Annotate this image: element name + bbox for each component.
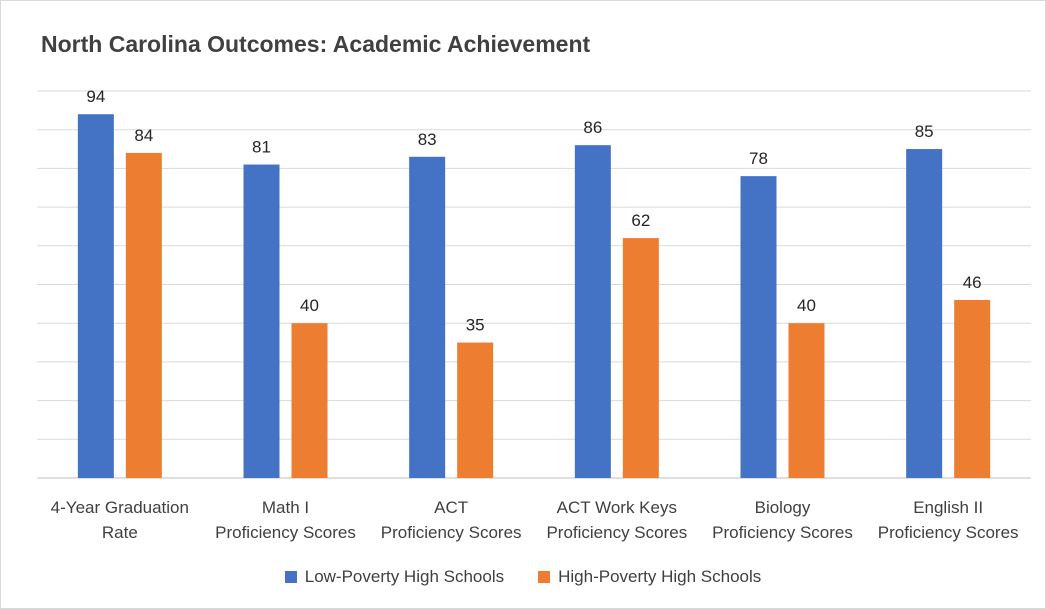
category-label: Proficiency Scores (546, 523, 687, 542)
category-label: ACT (434, 498, 468, 517)
bar-low-poverty (243, 164, 280, 478)
legend-item-high-poverty: High-Poverty High Schools (538, 567, 761, 587)
legend-item-low-poverty: Low-Poverty High Schools (284, 567, 505, 587)
data-label: 40 (797, 296, 816, 315)
category-label: Biology (755, 498, 811, 517)
data-label: 94 (86, 87, 105, 106)
data-label: 86 (583, 118, 602, 137)
bar-low-poverty (574, 145, 611, 478)
legend-label-low-poverty: Low-Poverty High Schools (304, 567, 505, 586)
data-label: 62 (631, 211, 650, 230)
data-label: 81 (252, 138, 271, 157)
category-label: Proficiency Scores (878, 523, 1019, 542)
chart-title: North Carolina Outcomes: Academic Achiev… (41, 31, 591, 57)
category-label: Proficiency Scores (215, 523, 356, 542)
legend-label-high-poverty: High-Poverty High Schools (558, 567, 762, 586)
bar-high-poverty (622, 238, 659, 478)
bar-high-poverty (457, 342, 494, 478)
data-label: 85 (915, 122, 934, 141)
legend: Low-Poverty High Schools High-Poverty Hi… (1, 567, 1045, 587)
bar-low-poverty (906, 149, 943, 479)
bar-high-poverty (291, 323, 328, 478)
legend-swatch-high-poverty (538, 571, 551, 583)
legend-swatch-low-poverty (284, 571, 297, 583)
category-label: 4-Year Graduation (51, 498, 189, 517)
data-label: 35 (466, 316, 485, 335)
data-label: 83 (418, 130, 437, 149)
bar-high-poverty (954, 299, 991, 478)
data-label: 84 (134, 126, 153, 145)
data-label: 78 (749, 149, 768, 168)
bar-high-poverty (788, 323, 825, 478)
data-label: 40 (300, 296, 319, 315)
bar-low-poverty (740, 176, 777, 478)
bar-high-poverty (125, 152, 162, 479)
bar-low-poverty (409, 156, 446, 479)
category-label: English II (913, 498, 983, 517)
category-label: Math I (262, 498, 309, 517)
category-label: Proficiency Scores (712, 523, 853, 542)
category-label: ACT Work Keys (557, 498, 677, 517)
category-label: Proficiency Scores (381, 523, 522, 542)
category-label: Rate (102, 523, 138, 542)
bar-low-poverty (77, 114, 114, 478)
data-label: 46 (963, 273, 982, 292)
